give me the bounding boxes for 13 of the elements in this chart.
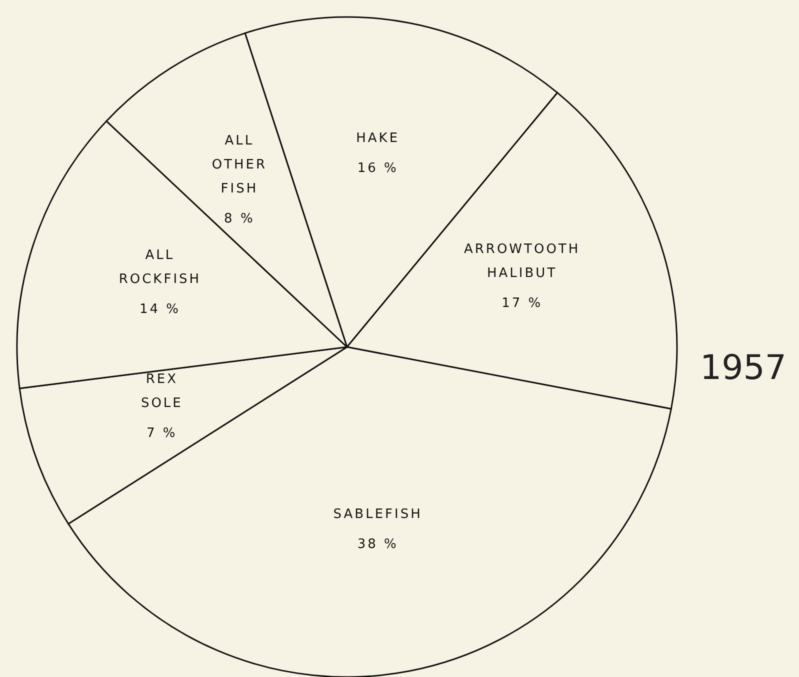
slice-label: REX SOLE [140,372,183,411]
slice-label: SABLEFISH [333,507,422,522]
slice-label: HAKE [356,130,400,146]
slice-label: ALL ROCKFISH [118,248,202,287]
data-label: 8 % [224,211,255,226]
data-label: 38 % [357,537,398,552]
data-label: 14 % [139,302,180,317]
slice-label: ARROWTOOTH HALIBUT [464,242,580,282]
text: 1957 [700,348,787,388]
data-label: 17 % [502,296,543,312]
slice-label: ALL OTHER FISH [212,133,268,196]
data-label: 16 % [357,160,398,176]
data-label: 7 % [146,426,178,441]
